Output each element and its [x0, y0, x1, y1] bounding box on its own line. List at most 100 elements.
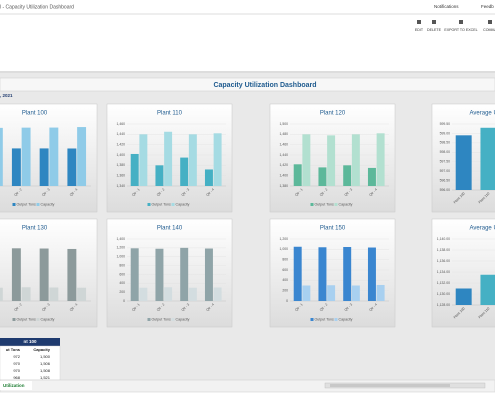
bar: [302, 134, 311, 186]
legend-label: Output Tons: [152, 317, 172, 321]
y-tick-label: 1,420: [117, 143, 126, 147]
legend-label: Capacity: [339, 317, 353, 321]
bar: [367, 247, 376, 301]
y-tick-label: 598.00: [440, 150, 450, 154]
toolbar-icon[interactable]: [417, 20, 421, 24]
bar: [318, 167, 327, 186]
y-tick-label: 1,360: [117, 174, 126, 178]
y-tick-label: 1,200: [280, 237, 289, 241]
table-header: [0, 338, 60, 346]
bar: [188, 287, 197, 301]
scroll-thumb[interactable]: [330, 384, 450, 387]
table-cell: 1,500: [40, 354, 51, 359]
x-tick-label: Qtr - 3: [181, 187, 191, 197]
y-tick-label: 0: [286, 299, 288, 303]
x-tick-label: Qtr - 3: [344, 187, 354, 197]
y-tick-label: 1,138.00: [437, 248, 450, 252]
y-tick-label: 1,440: [117, 132, 126, 136]
x-tick-label: Qtr - 2: [319, 187, 329, 197]
x-tick-label: Qtr - 4: [368, 187, 378, 197]
x-tick-label: Qtr - 3: [41, 302, 51, 312]
bar: [0, 287, 3, 301]
x-tick-label: Qtr - 2: [13, 187, 23, 197]
sheet-tab[interactable]: [0, 381, 32, 390]
x-tick-label: Qtr - 2: [319, 302, 329, 312]
chart-card: [431, 218, 495, 328]
bar: [327, 285, 336, 301]
y-tick-label: 1,460: [280, 143, 289, 147]
y-tick-label: 800: [282, 258, 288, 262]
column-header: Capacity: [33, 347, 50, 352]
sheet-tab-label[interactable]: Utilization: [3, 383, 25, 388]
x-tick-label: Qtr - 3: [41, 187, 51, 197]
toolbar-button[interactable]: EXPORT TO EXCEL: [444, 28, 477, 32]
chart-title: Plant 140: [157, 226, 183, 232]
bar: [213, 133, 222, 186]
toolbar-icon[interactable]: [488, 20, 492, 24]
y-tick-label: 600: [282, 268, 288, 272]
y-tick-label: 200: [119, 290, 125, 294]
x-tick-label: Qtr - 1: [131, 187, 141, 197]
x-tick-label: Qtr - 4: [368, 302, 378, 312]
y-tick-label: 1,200: [117, 246, 126, 250]
bar: [180, 247, 189, 301]
bar: [77, 127, 87, 186]
legend-label: Output Tons: [315, 317, 335, 321]
y-tick-label: 1,400: [280, 174, 289, 178]
y-tick-label: 400: [282, 278, 288, 282]
bar: [67, 148, 77, 186]
table-cell: 1,508: [40, 368, 51, 373]
y-tick-label: 1,440: [280, 153, 289, 157]
bar: [11, 248, 21, 301]
bar: [293, 246, 302, 301]
y-tick-label: 596.50: [440, 178, 450, 182]
bar: [164, 287, 173, 301]
bar: [139, 134, 148, 186]
toolbar-icon[interactable]: [432, 20, 436, 24]
table-cell: 1,521: [40, 375, 51, 380]
window-title: l - Capacity Utilization Dashboard: [0, 4, 74, 10]
x-tick-label: Qtr - 3: [181, 302, 191, 312]
bar: [130, 153, 139, 186]
bar: [455, 135, 472, 190]
notifications[interactable]: Notifications: [434, 4, 459, 9]
legend-swatch: [334, 318, 338, 321]
bar: [155, 165, 164, 186]
chart-card: [269, 218, 396, 328]
toolbar-button[interactable]: EDIT: [415, 28, 424, 32]
y-tick-label: 599.50: [440, 122, 450, 126]
bar: [77, 287, 87, 301]
y-tick-label: 1,128.00: [437, 303, 450, 307]
toolbar-button[interactable]: COMMA: [483, 28, 495, 32]
y-tick-label: 1,340: [117, 184, 126, 188]
bar: [164, 131, 173, 186]
toolbar-button[interactable]: DELETE: [427, 28, 442, 32]
toolbar-icon[interactable]: [459, 20, 463, 24]
legend-swatch: [36, 203, 40, 206]
legend-label: Capacity: [176, 317, 190, 321]
bar: [39, 248, 49, 301]
legend-label: Capacity: [41, 317, 55, 321]
bar: [67, 248, 77, 301]
legend-swatch: [12, 318, 16, 321]
chart-card: [106, 218, 233, 328]
legend-label: Output Tons: [152, 202, 172, 206]
bar: [204, 169, 213, 186]
bar: [455, 288, 472, 305]
bar: [139, 287, 148, 301]
bar: [480, 274, 495, 305]
bar: [49, 287, 59, 301]
legend-swatch: [147, 318, 151, 321]
feedback[interactable]: Feedb: [481, 4, 494, 9]
bar: [204, 248, 213, 301]
legend-swatch: [171, 318, 175, 321]
chart-title: Plant 120: [320, 111, 346, 117]
legend-label: Output Tons: [17, 317, 37, 321]
legend-swatch: [147, 203, 151, 206]
legend-label: Capacity: [41, 202, 55, 206]
x-tick-label: Qtr - 4: [205, 187, 215, 197]
bar: [480, 127, 495, 190]
legend-swatch: [310, 318, 314, 321]
